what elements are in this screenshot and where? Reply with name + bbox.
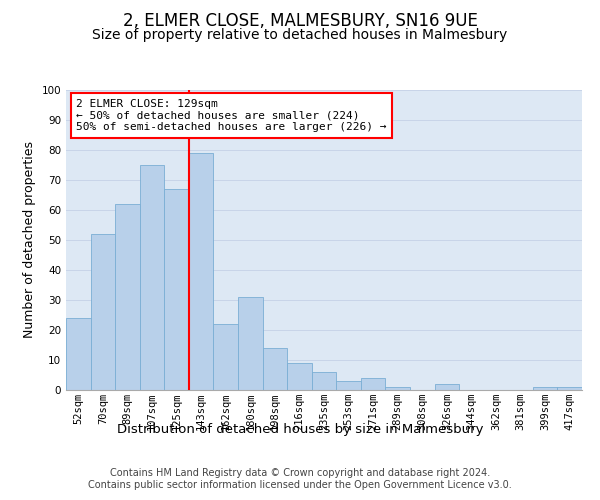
Bar	[140, 165, 164, 390]
Bar	[189, 153, 214, 390]
Y-axis label: Number of detached properties: Number of detached properties	[23, 142, 36, 338]
Bar	[287, 363, 312, 390]
Text: Distribution of detached houses by size in Malmesbury: Distribution of detached houses by size …	[117, 422, 483, 436]
Bar	[336, 381, 361, 390]
Bar	[361, 378, 385, 390]
Text: 2 ELMER CLOSE: 129sqm
← 50% of detached houses are smaller (224)
50% of semi-det: 2 ELMER CLOSE: 129sqm ← 50% of detached …	[76, 99, 387, 132]
Bar	[533, 387, 557, 390]
Bar	[312, 372, 336, 390]
Bar	[115, 204, 140, 390]
Text: Contains HM Land Registry data © Crown copyright and database right 2024.
Contai: Contains HM Land Registry data © Crown c…	[88, 468, 512, 490]
Bar	[434, 384, 459, 390]
Text: Size of property relative to detached houses in Malmesbury: Size of property relative to detached ho…	[92, 28, 508, 42]
Bar	[66, 318, 91, 390]
Bar	[385, 387, 410, 390]
Bar	[214, 324, 238, 390]
Bar	[557, 387, 582, 390]
Bar	[263, 348, 287, 390]
Bar	[164, 189, 189, 390]
Bar	[238, 297, 263, 390]
Bar	[91, 234, 115, 390]
Text: 2, ELMER CLOSE, MALMESBURY, SN16 9UE: 2, ELMER CLOSE, MALMESBURY, SN16 9UE	[122, 12, 478, 30]
